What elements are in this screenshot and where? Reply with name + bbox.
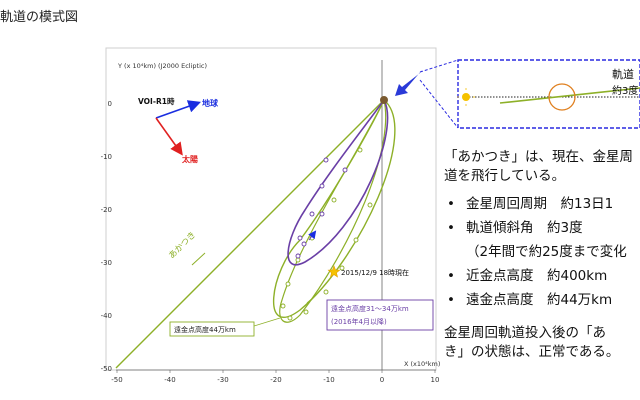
x-tick-label: -50	[111, 376, 122, 384]
list-item: • 遠金点高度 約44万km	[444, 288, 640, 312]
bullet-icon: •	[447, 292, 455, 308]
orbit-marker	[323, 289, 329, 295]
y-tick-label: -10	[101, 153, 112, 161]
y-tick-label: -20	[101, 206, 112, 214]
description-panel: 「あかつき」は、現在、金星周 道を飛行している。 • 金星周回周期 約13日1 •…	[444, 148, 640, 362]
x-tick-label: 0	[380, 376, 384, 384]
fact-list: • 金星周回周期 約13日1 • 軌道傾斜角 約3度	[444, 192, 640, 240]
x-tick-labels: -50 -40 -30 -20 -10 0 10	[111, 370, 439, 384]
y-tick-label: -30	[101, 259, 112, 267]
apoapsis-future-box	[326, 299, 434, 331]
fact-periapsis: 近金点高度 約400km	[466, 268, 608, 284]
y-tick-label: -50	[101, 365, 112, 373]
orbit-marker	[280, 303, 286, 309]
bullet-icon: •	[447, 196, 455, 212]
page-title: 軌道の模式図	[0, 10, 79, 25]
bullet-icon: •	[447, 268, 455, 284]
apoapsis-future-label: 遠金点高度31～34万km	[331, 304, 409, 313]
list-item: • 近金点高度 約400km	[444, 264, 640, 288]
apoapsis-future-sub: (2016年4月以降)	[331, 317, 387, 326]
y-tick-label: 0	[108, 100, 112, 108]
inset-sub: 約3度	[612, 84, 638, 97]
x-tick-label: -30	[217, 376, 228, 384]
orbit-marker	[287, 315, 293, 321]
voi-label: VOI-R1時	[138, 96, 175, 106]
fact-list-2: • 近金点高度 約400km • 遠金点高度 約44万km	[444, 264, 640, 312]
fact-period: 金星周回周期 約13日1	[466, 196, 614, 212]
x-tick-label: -40	[164, 376, 175, 384]
list-item: • 軌道傾斜角 約3度	[444, 216, 640, 240]
inset-sun-icon	[462, 93, 470, 101]
inclination-note: （2年間で約25度まで変化	[466, 244, 627, 260]
current-position-label: 2015/12/9 18時現在	[341, 268, 409, 277]
orbit-marker	[331, 197, 337, 203]
apoapsis-current-label: 遠金点高度44万km	[174, 325, 236, 334]
x-tick-label: -10	[323, 376, 334, 384]
orbit-marker	[323, 157, 329, 163]
apoapsis-current-box	[169, 321, 255, 337]
fact-inclination: 軌道傾斜角 約3度	[466, 220, 583, 236]
green-direction-arrow	[306, 296, 315, 304]
inset-leader-bottom	[419, 79, 459, 129]
orbit-marker	[367, 202, 373, 208]
orbit-marker	[319, 211, 325, 217]
orbit-marker	[353, 237, 359, 243]
fact-apoapsis: 遠金点高度 約44万km	[466, 292, 613, 308]
apoapsis-current-leader	[253, 317, 281, 327]
purple-direction-arrow	[308, 230, 317, 241]
orbit-marker	[339, 265, 345, 271]
green-orbit-outer	[279, 98, 387, 323]
lead-line-1: 「あかつき」は、現在、金星周	[444, 149, 633, 165]
closing-line-2: き」の状態は、正常である。	[444, 344, 620, 360]
purple-orbit	[287, 98, 389, 266]
sun-arrow	[155, 117, 183, 156]
venus	[380, 96, 388, 104]
orbit-marker	[303, 309, 309, 315]
inset-orbit-line	[499, 87, 640, 104]
orbit-marker	[357, 147, 363, 153]
orbit-marker	[285, 281, 291, 287]
inset-title: 軌道	[612, 67, 634, 81]
earth-label: 地球	[202, 98, 219, 108]
inset-sun-rays	[457, 88, 475, 106]
current-position-star	[327, 265, 341, 278]
inset-venus-circle	[548, 83, 576, 111]
closing-line-1: 金星周回軌道投入後の「あ	[444, 325, 606, 341]
lead-line-2: 道を飛行している。	[444, 168, 566, 184]
orbit-marker	[295, 257, 301, 263]
purple-orbit-markers	[295, 157, 348, 259]
sun-label: 太陽	[181, 154, 198, 164]
x-axis-label: X (x10⁴km)	[404, 360, 440, 368]
list-item: • 金星周回周期 約13日1	[444, 192, 640, 216]
orbit-marker	[295, 253, 301, 259]
orbit-marker	[309, 211, 315, 217]
y-tick-labels: 0 -10 -20 -30 -40 -50	[101, 100, 112, 373]
orbit-marker	[342, 167, 348, 173]
x-tick-label: 10	[431, 376, 440, 384]
x-tick-label: -20	[270, 376, 281, 384]
bullet-icon: •	[447, 220, 455, 236]
zoom-pointer-arrow	[395, 70, 422, 96]
inset-leader-top	[419, 59, 459, 73]
orbit-marker	[297, 235, 303, 241]
orbit-marker	[319, 183, 325, 189]
akatsuki-arrow	[191, 252, 206, 266]
orbit-marker	[301, 241, 307, 247]
y-axis-label: Y (x 10⁴km) (J2000 Ecliptic)	[117, 62, 207, 70]
y-tick-label: -40	[101, 312, 112, 320]
approach-trajectory	[115, 99, 385, 369]
earth-arrow	[155, 100, 202, 119]
